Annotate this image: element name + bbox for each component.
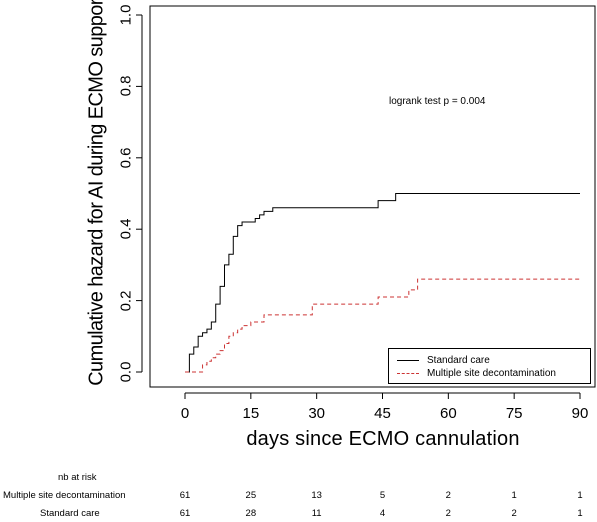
legend-swatch-dashed [397, 372, 419, 374]
risk-cell: 13 [311, 490, 322, 501]
risk-cell: 1 [577, 508, 583, 519]
y-tick-label: 0.0 [117, 361, 135, 383]
x-axis-label: days since ECMO cannulation [246, 428, 520, 450]
legend-item-decontamination: Multiple site decontamination [397, 367, 556, 379]
x-tick-label: 75 [505, 405, 523, 422]
y-tick-label: 0.6 [117, 147, 135, 169]
series-line-decontamination [185, 278, 580, 373]
risk-cell: 61 [179, 508, 191, 519]
risk-cell: 2 [511, 508, 517, 519]
risk-cell: 28 [245, 508, 257, 519]
x-tick-label: 15 [242, 405, 260, 422]
x-tick-label: 45 [374, 405, 391, 422]
risk-row-label: Multiple site decontamination [3, 490, 126, 501]
y-tick-label: 1.0 [117, 4, 135, 26]
risk-cell: 5 [379, 490, 386, 501]
axes [136, 14, 581, 399]
risk-cell: 2 [445, 490, 451, 501]
legend-label: Multiple site decontamination [427, 367, 556, 379]
risk-table-title: nb at risk [58, 472, 97, 483]
y-tick-label: 0.4 [117, 218, 135, 240]
risk-cell: 4 [379, 508, 386, 519]
x-tick-label: 30 [308, 405, 325, 422]
x-tick-label: 90 [571, 405, 589, 422]
legend: Standard care Multiple site decontaminat… [388, 348, 591, 384]
legend-swatch-solid [397, 359, 419, 361]
y-tick-label: 0.8 [117, 75, 135, 97]
risk-row-label: Standard care [40, 508, 100, 519]
y-axis-label: Cumulative hazard for AI during ECMO sup… [85, 0, 108, 386]
logrank-annotation: logrank test p = 0.004 [389, 96, 486, 107]
risk-cell: 1 [511, 490, 517, 501]
plot-frame [149, 5, 596, 388]
x-tick-label: 60 [439, 405, 457, 422]
risk-cell: 25 [245, 490, 257, 501]
legend-label: Standard care [427, 354, 490, 366]
series-line-standard-care [185, 193, 580, 373]
risk-cell: 2 [445, 508, 451, 519]
risk-cell: 61 [179, 490, 191, 501]
x-tick-label: 0 [180, 405, 190, 422]
risk-cell: 11 [311, 508, 322, 519]
series-group [185, 193, 580, 373]
y-tick-label: 0.2 [117, 290, 135, 312]
risk-cell: 1 [577, 490, 583, 501]
legend-item-standard-care: Standard care [397, 354, 490, 366]
